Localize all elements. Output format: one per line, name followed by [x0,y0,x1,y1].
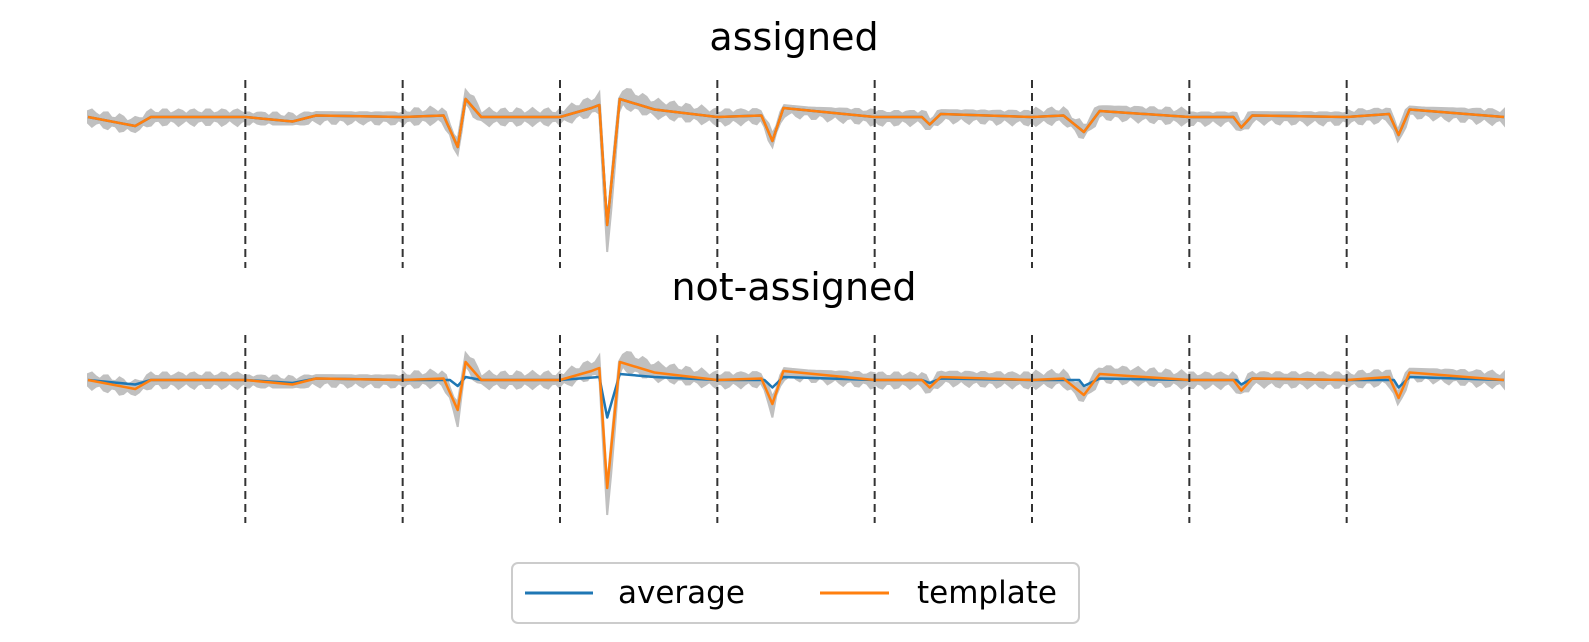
template-line-ch2 [245,114,403,123]
assigned-panel: assigned [87,15,1505,268]
template-line-ch2 [245,377,403,386]
template-line-ch3 [402,360,560,412]
template-line-ch5 [717,369,875,406]
legend: average template [511,562,1080,624]
template-line-ch6 [874,375,1033,389]
panel-title-not-assigned: not-assigned [671,265,916,309]
trace-envelope-ch6 [873,370,1033,394]
legend-frame [511,562,1080,624]
template-line-ch3 [402,97,560,149]
legend-label-template: template [917,575,1057,611]
template-line-ch1 [87,115,246,128]
template-line-ch9 [1346,108,1505,137]
template-line-ch9 [1346,371,1505,400]
trace-envelope-ch5 [716,367,876,418]
trace-envelope-ch7 [1031,365,1191,403]
template-line-ch8 [1189,114,1347,129]
panel-title-assigned: assigned [709,15,878,59]
not-assigned-plot-area [87,335,1505,523]
average-line-ch4 [559,372,718,419]
template-line-ch5 [717,106,875,143]
template-line-ch7 [1031,109,1190,134]
trace-envelope-ch6 [873,109,1033,130]
template-line-ch4 [559,360,718,490]
template-line-ch7 [1031,372,1190,397]
template-line-ch6 [874,112,1033,126]
template-line-ch1 [87,378,246,391]
not-assigned-panel: not-assigned [87,265,1505,523]
trace-envelope-ch3 [401,350,561,428]
template-line-ch8 [1189,377,1347,392]
trace-envelope-ch8 [1188,370,1348,395]
assigned-plot-area [87,80,1505,268]
template-line-ch4 [559,97,718,227]
trace-envelope-ch3 [401,87,561,158]
trace-envelope-ch5 [716,104,876,150]
average-line-ch9 [1346,375,1505,389]
legend-label-average: average [618,575,745,611]
